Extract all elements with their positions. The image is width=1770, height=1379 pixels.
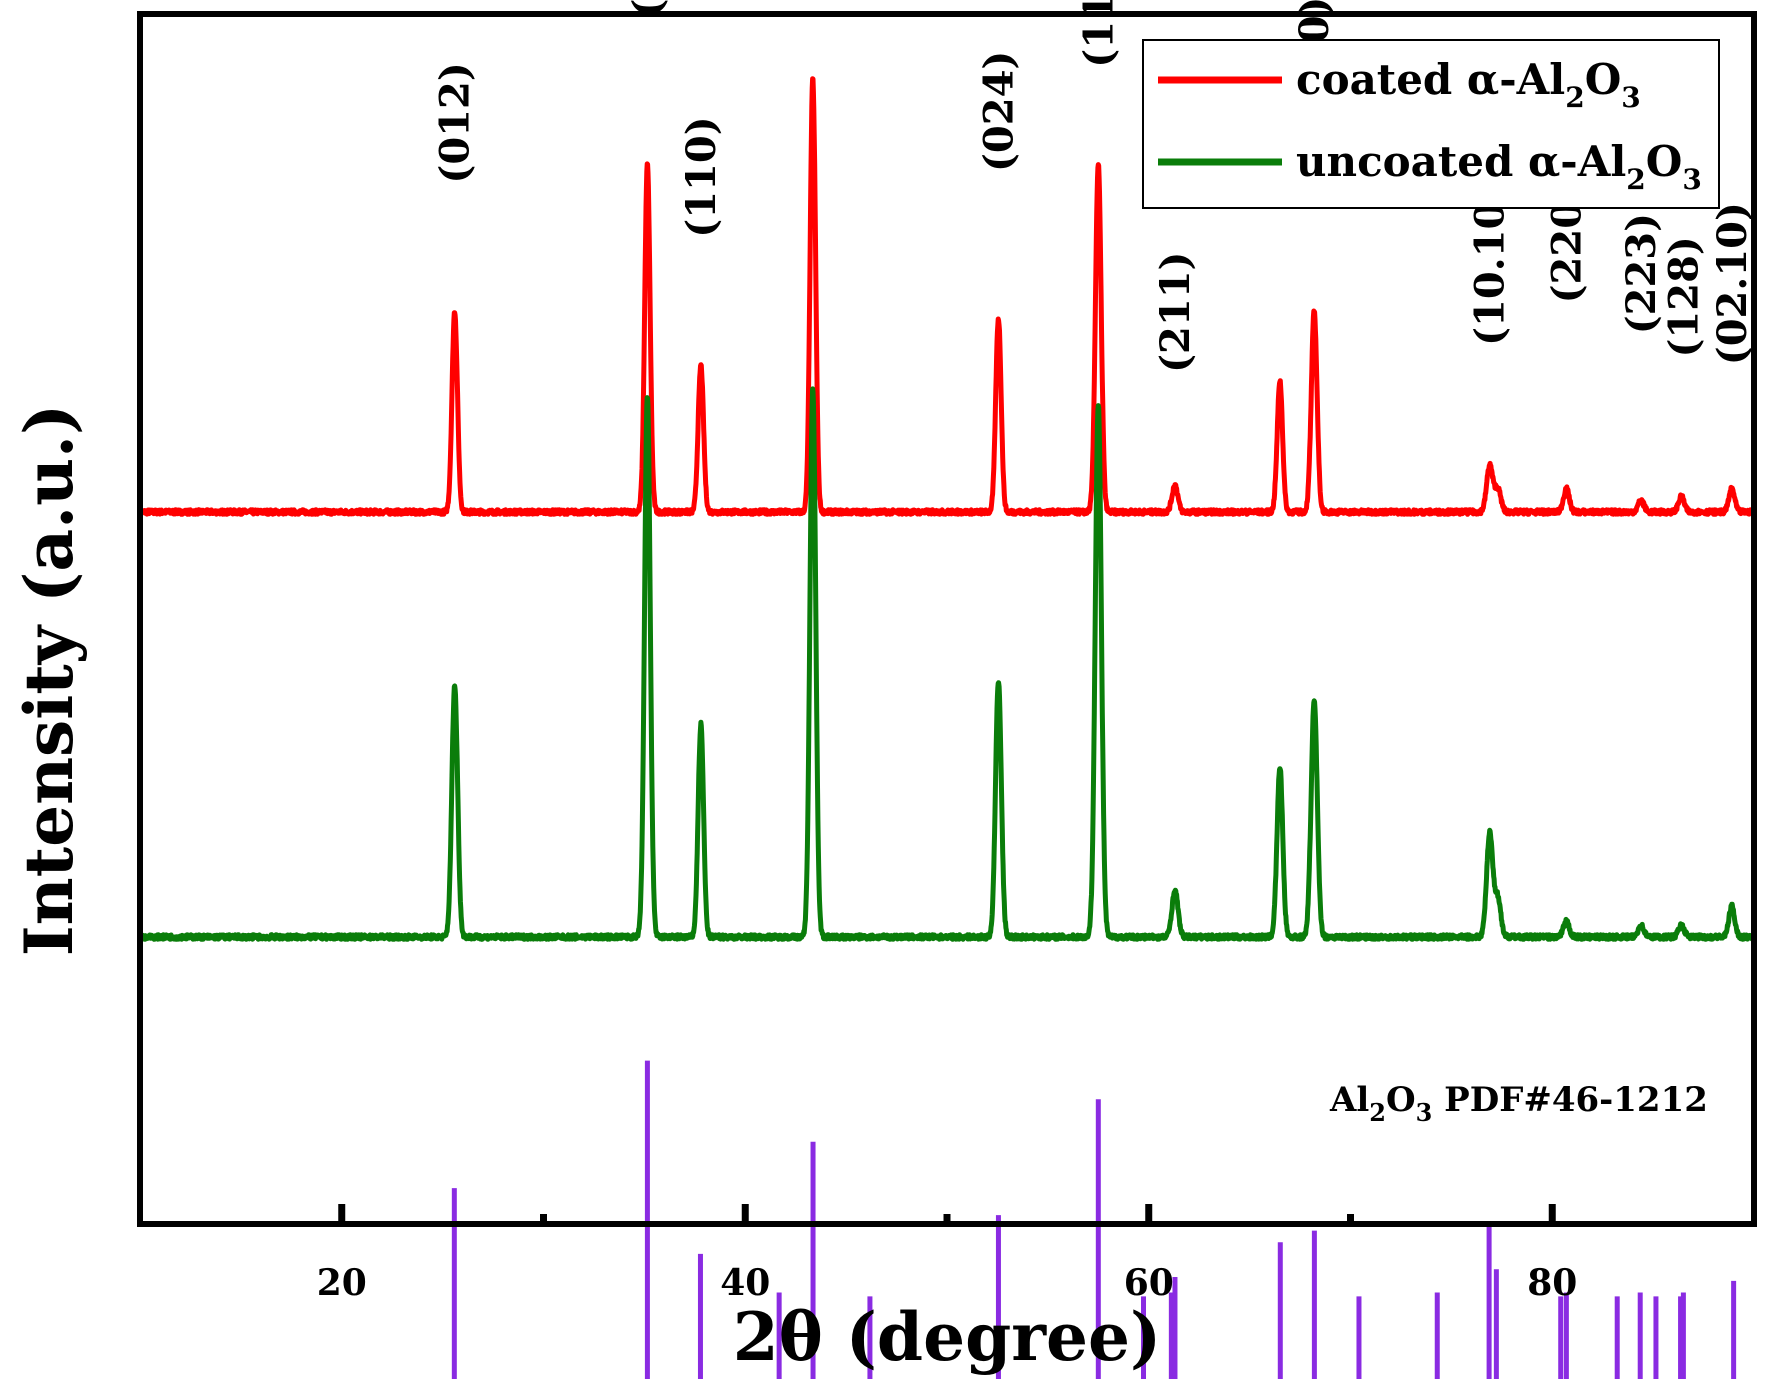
legend-label-coated: coated α-Al2O3	[1296, 55, 1641, 114]
x-tick-label: 80	[1527, 1262, 1577, 1304]
x-axis: 20 40 60 80	[317, 1204, 1577, 1304]
series-group	[137, 76, 1757, 942]
hkl-label: (012)	[432, 62, 479, 183]
legend-label-uncoated: uncoated α-Al2O3	[1296, 137, 1702, 196]
reference-pattern	[451, 1060, 1737, 1379]
hkl-label: (223)	[1618, 213, 1665, 334]
series-line-uncoated	[137, 386, 1757, 942]
hkl-label: (104)	[624, 0, 671, 18]
hkl-label: (128)	[1660, 236, 1707, 357]
hkl-label: (10.10)	[1467, 183, 1514, 346]
hkl-label: (024)	[975, 51, 1022, 172]
legend-box	[1142, 39, 1720, 209]
hkl-label: (211)	[1152, 252, 1199, 373]
series-line-coated	[137, 76, 1757, 517]
reference-label: Al2O3 PDF#46-1212	[1329, 1080, 1708, 1127]
legend: coated α-Al2O3 uncoated α-Al2O3	[1142, 39, 1720, 209]
y-axis-title: Intensity (a.u.)	[10, 404, 88, 957]
peak-annotations: (012)(104)(110)(113)(024)(116)(211)(214)…	[432, 0, 1756, 373]
x-tick-label: 40	[720, 1262, 770, 1304]
hkl-label: (02.10)	[1709, 202, 1756, 365]
x-tick-label: 60	[1124, 1262, 1174, 1304]
hkl-label: (110)	[678, 116, 725, 237]
x-tick-label: 20	[317, 1262, 367, 1304]
x-axis-title: 2θ (degree)	[733, 1298, 1161, 1376]
hkl-label: (116)	[1075, 0, 1122, 68]
